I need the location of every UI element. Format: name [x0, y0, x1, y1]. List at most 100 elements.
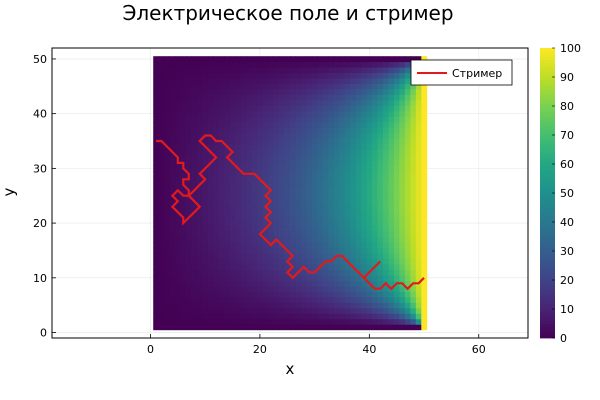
- heatmap-cell: [361, 176, 367, 183]
- heatmap-cell: [300, 121, 307, 128]
- heatmap-cell: [290, 291, 296, 298]
- heatmap-cell: [164, 56, 171, 63]
- heatmap-cell: [372, 209, 378, 216]
- heatmap-cell: [388, 307, 395, 314]
- heatmap-cell: [350, 231, 357, 238]
- heatmap-cell: [196, 160, 203, 167]
- heatmap-cell: [399, 231, 406, 238]
- heatmap-cell: [415, 307, 422, 314]
- heatmap-cell: [207, 138, 214, 145]
- heatmap-cell: [383, 176, 389, 183]
- heatmap-cell: [191, 160, 198, 167]
- heatmap-cell: [290, 89, 296, 95]
- heatmap-cell: [377, 324, 384, 331]
- heatmap-cell: [322, 296, 329, 303]
- colorbar-segment: [540, 123, 555, 127]
- heatmap-cell: [404, 121, 411, 128]
- heatmap-cell: [186, 72, 192, 79]
- heatmap-cell: [158, 318, 165, 325]
- heatmap-cell: [306, 296, 313, 303]
- heatmap-cell: [306, 143, 313, 150]
- heatmap-cell: [196, 89, 203, 95]
- colorbar-segment: [540, 219, 555, 223]
- heatmap-cell: [421, 236, 428, 243]
- heatmap-cell: [186, 94, 192, 101]
- heatmap-cell: [361, 296, 367, 303]
- heatmap-cell: [415, 302, 422, 309]
- heatmap-cell: [164, 61, 171, 68]
- heatmap-cell: [175, 105, 181, 112]
- heatmap-cell: [366, 171, 373, 177]
- heatmap-cell: [344, 220, 351, 227]
- heatmap-cell: [284, 313, 291, 320]
- heatmap-cell: [328, 83, 335, 90]
- heatmap-cell: [180, 138, 187, 145]
- heatmap-cell: [322, 72, 329, 79]
- heatmap-cell: [290, 72, 296, 79]
- heatmap-cell: [393, 236, 400, 243]
- heatmap-cell: [213, 220, 220, 227]
- heatmap-cell: [399, 154, 406, 161]
- heatmap-cell: [218, 225, 225, 232]
- heatmap-cell: [164, 236, 171, 243]
- heatmap-cell: [186, 275, 192, 281]
- heatmap-cell: [355, 193, 362, 199]
- heatmap-cell: [224, 203, 231, 210]
- heatmap-cell: [175, 258, 181, 265]
- heatmap-cell: [306, 203, 313, 210]
- heatmap-cell: [383, 165, 389, 172]
- heatmap-cell: [235, 247, 242, 254]
- heatmap-cell: [393, 160, 400, 167]
- heatmap-cell: [306, 149, 313, 156]
- heatmap-cell: [207, 94, 214, 101]
- heatmap-cell: [300, 171, 307, 177]
- heatmap-cell: [311, 318, 318, 325]
- heatmap-cell: [388, 275, 395, 281]
- heatmap-cell: [290, 165, 296, 172]
- heatmap-cell: [383, 324, 389, 331]
- heatmap-cell: [339, 105, 346, 112]
- heatmap-cell: [169, 280, 176, 287]
- heatmap-cell: [399, 214, 406, 221]
- heatmap-cell: [372, 214, 378, 221]
- heatmap-cell: [235, 313, 242, 320]
- heatmap-cell: [207, 105, 214, 112]
- heatmap-cell: [229, 198, 236, 205]
- heatmap-cell: [268, 176, 274, 183]
- heatmap-cell: [295, 165, 302, 172]
- heatmap-cell: [191, 176, 198, 183]
- heatmap-cell: [191, 116, 198, 123]
- heatmap-cell: [284, 280, 291, 287]
- heatmap-cell: [191, 231, 198, 238]
- heatmap-cell: [339, 286, 346, 292]
- heatmap-cell: [257, 132, 264, 139]
- heatmap-cell: [153, 324, 160, 331]
- heatmap-cell: [383, 149, 389, 156]
- heatmap-cell: [300, 302, 307, 309]
- heatmap-cell: [169, 105, 176, 112]
- heatmap-cell: [224, 165, 231, 172]
- heatmap-cell: [300, 132, 307, 139]
- heatmap-cell: [207, 72, 214, 79]
- heatmap-cell: [388, 67, 395, 74]
- heatmap-cell: [410, 198, 417, 205]
- heatmap-cell: [251, 307, 258, 314]
- heatmap-cell: [196, 302, 203, 309]
- heatmap-cell: [344, 225, 351, 232]
- heatmap-cell: [344, 89, 351, 95]
- colorbar-segment: [540, 216, 555, 220]
- heatmap-cell: [284, 83, 291, 90]
- heatmap-cell: [158, 253, 165, 260]
- heatmap-cell: [311, 225, 318, 232]
- heatmap-cell: [235, 99, 242, 106]
- heatmap-cell: [366, 56, 373, 63]
- heatmap-cell: [169, 143, 176, 150]
- heatmap-cell: [191, 203, 198, 210]
- heatmap-cell: [366, 78, 373, 84]
- heatmap-cell: [322, 121, 329, 128]
- heatmap-cell: [284, 318, 291, 325]
- heatmap-cell: [377, 67, 384, 74]
- heatmap-cell: [415, 203, 422, 210]
- heatmap-cell: [240, 143, 247, 150]
- heatmap-cell: [268, 203, 274, 210]
